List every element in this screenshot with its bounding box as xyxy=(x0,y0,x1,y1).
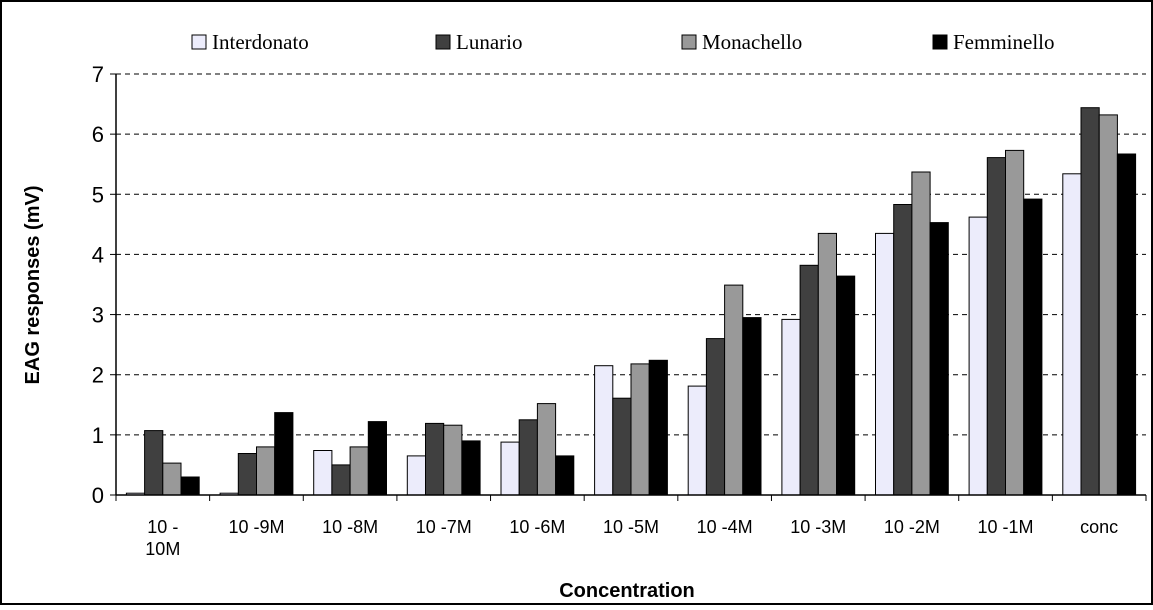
bar-monachello-7 xyxy=(817,232,837,496)
bar-femminello-3 xyxy=(461,440,481,496)
bar-interdonato-9 xyxy=(968,216,988,496)
bar-lunario-9 xyxy=(986,157,1006,496)
x-category-label: 10 -3M xyxy=(790,517,846,537)
x-category-label: 10 -7M xyxy=(416,517,472,537)
bar-monachello-3 xyxy=(443,424,463,496)
legend-label: Monachello xyxy=(702,30,802,54)
bar-monachello-1 xyxy=(256,446,276,496)
legend-swatch xyxy=(191,34,207,50)
bar-femminello-8 xyxy=(929,222,949,496)
bar-femminello-0 xyxy=(180,476,200,496)
bar-interdonato-8 xyxy=(875,232,895,496)
bar-monachello-2 xyxy=(349,446,369,496)
y-tick-label: 0 xyxy=(92,483,104,508)
axes xyxy=(115,74,1147,501)
x-category-label: 10 -4M xyxy=(697,517,753,537)
y-tick-label: 2 xyxy=(92,363,104,388)
legend-swatch xyxy=(932,34,948,50)
bar-lunario-6 xyxy=(705,338,726,496)
bar-femminello-6 xyxy=(742,317,762,496)
bar-monachello-4 xyxy=(536,403,557,496)
x-category-label: 10 -10M xyxy=(145,517,180,559)
legend-label: Interdonato xyxy=(212,30,309,54)
y-tick-label: 4 xyxy=(92,242,104,267)
y-tick-label: 1 xyxy=(92,423,104,448)
bar-monachello-5 xyxy=(630,363,650,496)
bar-interdonato-6 xyxy=(687,385,707,496)
y-axis-ticks: 0 1 2 3 4 5 6 7 xyxy=(92,62,116,508)
bar-femminello-2 xyxy=(367,421,387,496)
bar-lunario-5 xyxy=(612,397,632,496)
bar-femminello-7 xyxy=(836,275,856,496)
bar-interdonato-3 xyxy=(406,455,426,496)
legend-label: Femminello xyxy=(953,30,1055,54)
bar-interdonato-7 xyxy=(781,318,801,496)
bar-lunario-1 xyxy=(237,453,258,496)
bar-lunario-7 xyxy=(799,264,819,496)
bar-monachello-9 xyxy=(1005,149,1025,496)
x-category-label: 10 -5M xyxy=(603,517,659,537)
bar-femminello-1 xyxy=(274,412,294,496)
bar-lunario-4 xyxy=(518,419,538,496)
y-tick-label: 7 xyxy=(92,62,104,87)
x-category-label: conc xyxy=(1080,517,1118,537)
legend-swatch xyxy=(435,34,451,50)
bar-monachello-0 xyxy=(162,462,182,496)
x-category-label: 10 -8M xyxy=(322,517,378,537)
y-tick-label: 6 xyxy=(92,122,104,147)
legend-swatch xyxy=(681,34,697,50)
y-axis-title: EAG responses (mV) xyxy=(22,186,44,385)
bar-lunario-2 xyxy=(331,464,351,496)
bar-femminello-10 xyxy=(1116,153,1137,496)
x-category-label: 10 -9M xyxy=(228,517,284,537)
x-axis-title: Concentration xyxy=(559,580,695,602)
bar-interdonato-10 xyxy=(1062,173,1082,496)
bar-lunario-0 xyxy=(144,430,164,496)
bar-monachello-6 xyxy=(724,284,744,496)
bar-femminello-4 xyxy=(555,455,575,496)
x-category-label: 10 -1M xyxy=(978,517,1034,537)
bar-monachello-10 xyxy=(1098,114,1118,496)
y-tick-label: 5 xyxy=(92,182,104,207)
x-category-label: 10 -2M xyxy=(884,517,940,537)
x-axis-categories: 10 -10M 10 -9M 10 -8M 10 -7M 10 -6M 10 -5M 10 … xyxy=(145,517,1118,559)
bar-femminello-5 xyxy=(648,359,668,496)
legend: Interdonato Lunario Monachello Femminello xyxy=(191,30,1055,54)
y-tick-label: 3 xyxy=(92,303,104,328)
bar-interdonato-4 xyxy=(500,441,520,496)
bar-interdonato-2 xyxy=(313,450,333,496)
bar-interdonato-5 xyxy=(594,365,614,496)
bar-lunario-10 xyxy=(1080,107,1100,496)
bar-lunario-3 xyxy=(425,422,445,496)
x-category-label: 10 -6M xyxy=(509,517,565,537)
legend-label: Lunario xyxy=(456,30,522,54)
bar-monachello-8 xyxy=(911,171,931,496)
bar-femminello-9 xyxy=(1023,198,1043,496)
bar-lunario-8 xyxy=(893,204,913,496)
